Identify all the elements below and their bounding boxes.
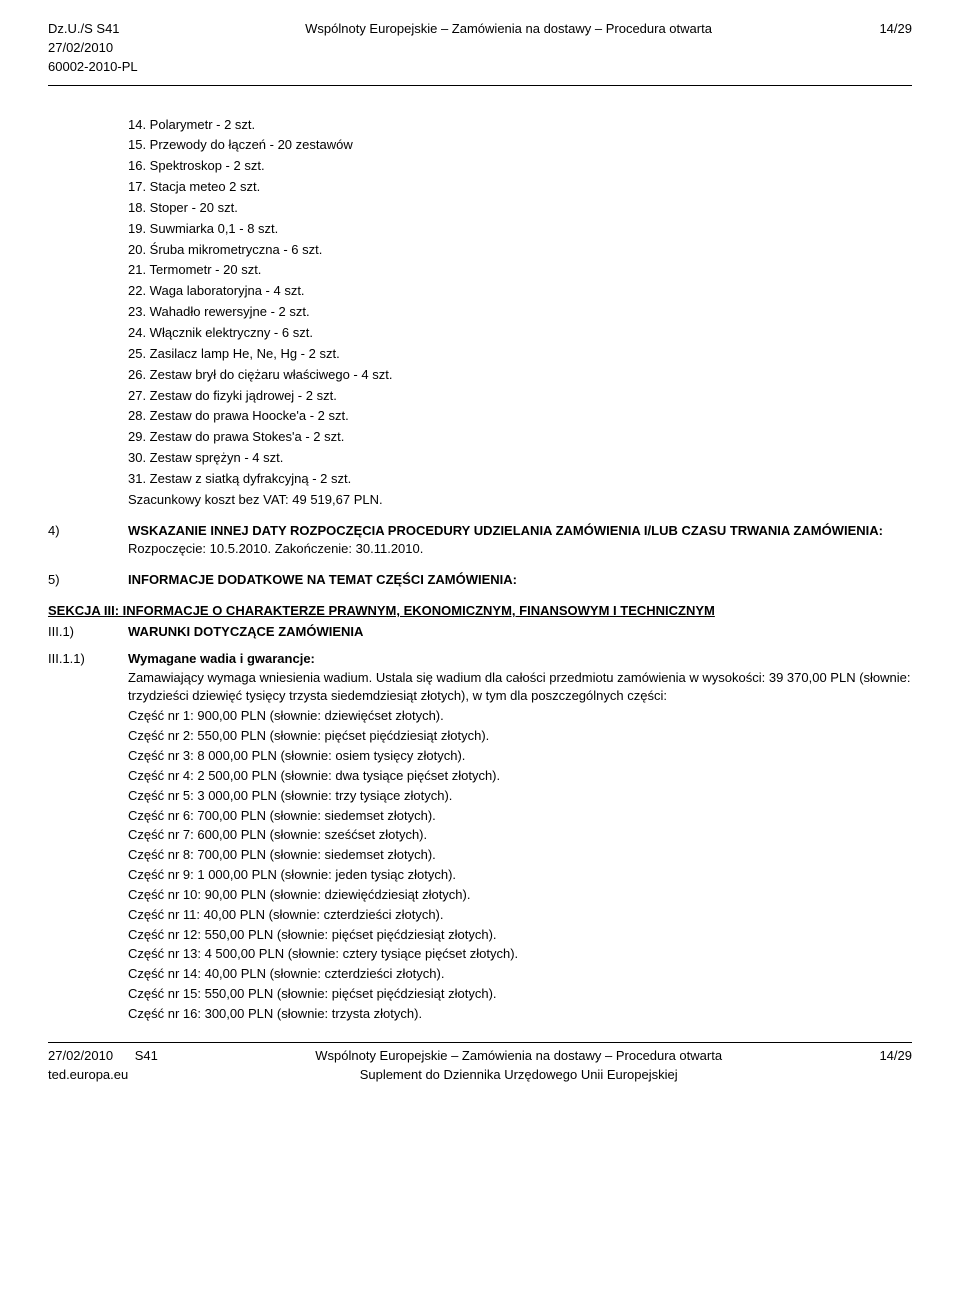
iii-1-row: III.1) WARUNKI DOTYCZĄCE ZAMÓWIENIA — [48, 623, 912, 642]
equipment-list: 14. Polarymetr - 2 szt.15. Przewody do ł… — [128, 116, 912, 510]
part-line: Część nr 2: 550,00 PLN (słownie: pięćset… — [128, 727, 912, 746]
sekcja-iii-title: SEKCJA III: INFORMACJE O CHARAKTERZE PRA… — [48, 602, 912, 621]
equipment-item: 21. Termometr - 20 szt. — [128, 261, 912, 280]
parts-list: Część nr 1: 900,00 PLN (słownie: dziewię… — [128, 707, 912, 1024]
part-line: Część nr 14: 40,00 PLN (słownie: czterdz… — [128, 965, 912, 984]
part-line: Część nr 13: 4 500,00 PLN (słownie: czte… — [128, 945, 912, 964]
iii-1-num: III.1) — [48, 623, 128, 642]
footer-center-2: Suplement do Dziennika Urzędowego Unii E… — [158, 1066, 880, 1085]
equipment-item: 31. Zestaw z siatką dyfrakcyjną - 2 szt. — [128, 470, 912, 489]
equipment-item: 28. Zestaw do prawa Hoocke'a - 2 szt. — [128, 407, 912, 426]
part-line: Część nr 10: 90,00 PLN (słownie: dziewię… — [128, 886, 912, 905]
footer-page-num: 14/29 — [879, 1047, 912, 1066]
part-line: Część nr 1: 900,00 PLN (słownie: dziewię… — [128, 707, 912, 726]
footer-date: 27/02/2010 — [48, 1048, 113, 1063]
footer-center-1: Wspólnoty Europejskie – Zamówienia na do… — [158, 1047, 880, 1066]
header-left: Dz.U./S S41 27/02/2010 60002-2010-PL — [48, 20, 138, 77]
equipment-item: 23. Wahadło rewersyjne - 2 szt. — [128, 303, 912, 322]
ref-line-3: 60002-2010-PL — [48, 58, 138, 77]
equipment-item: 22. Waga laboratoryjna - 4 szt. — [128, 282, 912, 301]
equipment-item: 27. Zestaw do fizyki jądrowej - 2 szt. — [128, 387, 912, 406]
ref-line-2: 27/02/2010 — [48, 39, 138, 58]
section-4-body: WSKAZANIE INNEJ DATY ROZPOCZĘCIA PROCEDU… — [128, 522, 912, 560]
iii-1-1-title: Wymagane wadia i gwarancje: — [128, 650, 912, 669]
equipment-item: 17. Stacja meteo 2 szt. — [128, 178, 912, 197]
section-5: 5) INFORMACJE DODATKOWE NA TEMAT CZĘŚCI … — [48, 571, 912, 590]
equipment-item: 30. Zestaw sprężyn - 4 szt. — [128, 449, 912, 468]
iii-1-title: WARUNKI DOTYCZĄCE ZAMÓWIENIA — [128, 623, 912, 642]
cost-line: Szacunkowy koszt bez VAT: 49 519,67 PLN. — [128, 491, 912, 510]
footer-left: 27/02/2010 S41 ted.europa.eu — [48, 1047, 158, 1085]
part-line: Część nr 16: 300,00 PLN (słownie: trzyst… — [128, 1005, 912, 1024]
equipment-item: 16. Spektroskop - 2 szt. — [128, 157, 912, 176]
section-4: 4) WSKAZANIE INNEJ DATY ROZPOCZĘCIA PROC… — [48, 522, 912, 560]
section-4-title: WSKAZANIE INNEJ DATY ROZPOCZĘCIA PROCEDU… — [128, 522, 912, 541]
part-line: Część nr 6: 700,00 PLN (słownie: siedems… — [128, 807, 912, 826]
content: 14. Polarymetr - 2 szt.15. Przewody do ł… — [48, 86, 912, 1042]
iii-1-1-body: Wymagane wadia i gwarancje: Zamawiający … — [128, 650, 912, 1024]
iii-1-1-row: III.1.1) Wymagane wadia i gwarancje: Zam… — [48, 650, 912, 1024]
header-right: 14/29 — [879, 20, 912, 39]
footer-url: ted.europa.eu — [48, 1066, 158, 1085]
equipment-item: 14. Polarymetr - 2 szt. — [128, 116, 912, 135]
section-5-num: 5) — [48, 571, 128, 590]
part-line: Część nr 5: 3 000,00 PLN (słownie: trzy … — [128, 787, 912, 806]
footer-s: S41 — [135, 1048, 158, 1063]
ref-line-1: Dz.U./S S41 — [48, 20, 138, 39]
equipment-item: 26. Zestaw brył do ciężaru właściwego - … — [128, 366, 912, 385]
equipment-item: 29. Zestaw do prawa Stokes'a - 2 szt. — [128, 428, 912, 447]
part-line: Część nr 7: 600,00 PLN (słownie: sześćse… — [128, 826, 912, 845]
part-line: Część nr 8: 700,00 PLN (słownie: siedems… — [128, 846, 912, 865]
footer-right: 14/29 — [879, 1047, 912, 1066]
equipment-item: 24. Włącznik elektryczny - 6 szt. — [128, 324, 912, 343]
equipment-item: 15. Przewody do łączeń - 20 zestawów — [128, 136, 912, 155]
footer-center: Wspólnoty Europejskie – Zamówienia na do… — [158, 1047, 880, 1085]
equipment-item: 25. Zasilacz lamp He, Ne, Hg - 2 szt. — [128, 345, 912, 364]
header-title: Wspólnoty Europejskie – Zamówienia na do… — [138, 20, 880, 39]
header-page-num: 14/29 — [879, 20, 912, 39]
page-header: Dz.U./S S41 27/02/2010 60002-2010-PL Wsp… — [48, 20, 912, 83]
section-5-title: INFORMACJE DODATKOWE NA TEMAT CZĘŚCI ZAM… — [128, 571, 912, 590]
part-line: Część nr 15: 550,00 PLN (słownie: pięćse… — [128, 985, 912, 1004]
part-line: Część nr 12: 550,00 PLN (słownie: pięćse… — [128, 926, 912, 945]
iii-1-1-num: III.1.1) — [48, 650, 128, 1024]
part-line: Część nr 11: 40,00 PLN (słownie: czterdz… — [128, 906, 912, 925]
equipment-item: 18. Stoper - 20 szt. — [128, 199, 912, 218]
header-center: Wspólnoty Europejskie – Zamówienia na do… — [138, 20, 880, 39]
part-line: Część nr 9: 1 000,00 PLN (słownie: jeden… — [128, 866, 912, 885]
section-4-num: 4) — [48, 522, 128, 560]
equipment-item: 19. Suwmiarka 0,1 - 8 szt. — [128, 220, 912, 239]
part-line: Część nr 3: 8 000,00 PLN (słownie: osiem… — [128, 747, 912, 766]
iii-1-1-intro: Zamawiający wymaga wniesienia wadium. Us… — [128, 669, 912, 707]
part-line: Część nr 4: 2 500,00 PLN (słownie: dwa t… — [128, 767, 912, 786]
section-4-dates: Rozpoczęcie: 10.5.2010. Zakończenie: 30.… — [128, 540, 912, 559]
footer-left-row1: 27/02/2010 S41 — [48, 1047, 158, 1066]
equipment-item: 20. Śruba mikrometryczna - 6 szt. — [128, 241, 912, 260]
page-footer: 27/02/2010 S41 ted.europa.eu Wspólnoty E… — [48, 1042, 912, 1085]
